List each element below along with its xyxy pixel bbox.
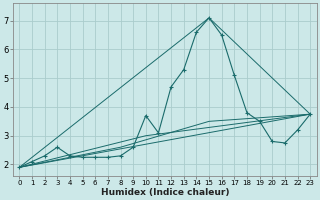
X-axis label: Humidex (Indice chaleur): Humidex (Indice chaleur)	[100, 188, 229, 197]
